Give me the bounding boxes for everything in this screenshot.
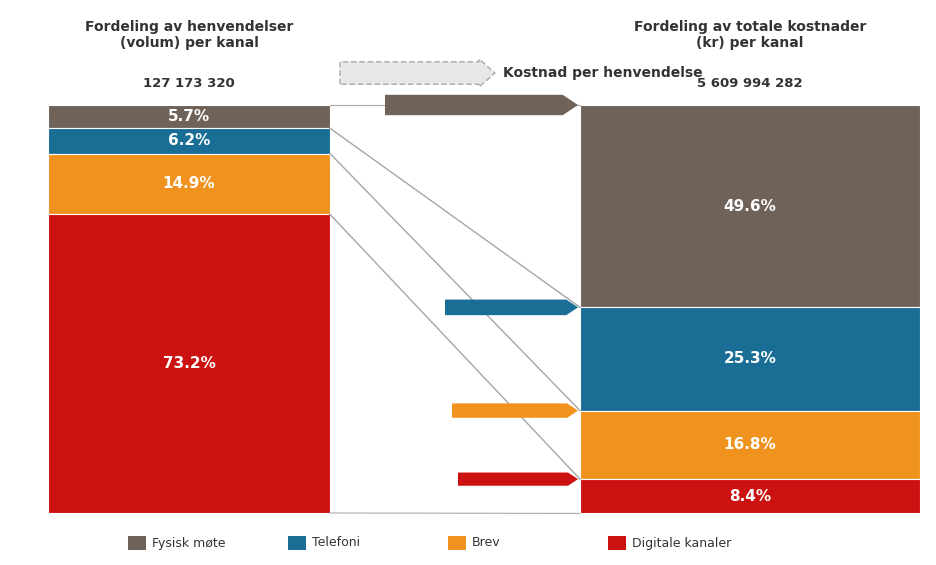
- Text: 0,58 -3,91 kr.: 0,58 -3,91 kr.: [467, 473, 560, 486]
- Bar: [128, 536, 146, 550]
- Text: Kostnad per henvendelse: Kostnad per henvendelse: [503, 66, 703, 80]
- Text: 5.7%: 5.7%: [168, 109, 210, 124]
- Bar: [48, 214, 330, 513]
- Text: 16.8%: 16.8%: [724, 437, 776, 453]
- Text: 25.3%: 25.3%: [724, 351, 777, 367]
- Text: 385 kr.: 385 kr.: [450, 98, 498, 111]
- Text: 14.9%: 14.9%: [163, 176, 215, 192]
- Polygon shape: [385, 95, 578, 115]
- Text: Fordeling av totale kostnader
(kr) per kanal: Fordeling av totale kostnader (kr) per k…: [634, 20, 866, 50]
- Bar: [48, 105, 330, 128]
- Polygon shape: [458, 472, 578, 486]
- Text: Digitale kanaler: Digitale kanaler: [632, 537, 731, 550]
- Text: Fysisk møte: Fysisk møte: [152, 537, 226, 550]
- Text: 5 609 994 282: 5 609 994 282: [697, 77, 803, 90]
- Text: Telefoni: Telefoni: [312, 537, 360, 550]
- Bar: [580, 479, 920, 514]
- Bar: [48, 128, 330, 154]
- Text: 50 kr.: 50 kr.: [490, 404, 529, 417]
- Text: 8.4%: 8.4%: [729, 489, 771, 504]
- Bar: [580, 411, 920, 479]
- Bar: [288, 536, 306, 550]
- Bar: [48, 154, 330, 214]
- Polygon shape: [445, 299, 578, 315]
- Polygon shape: [340, 59, 495, 87]
- Text: 49.6%: 49.6%: [724, 199, 777, 214]
- Polygon shape: [452, 403, 578, 418]
- Text: 70 kr.: 70 kr.: [486, 301, 525, 314]
- Bar: [608, 536, 626, 550]
- Text: 6.2%: 6.2%: [168, 133, 211, 149]
- Bar: [448, 536, 466, 550]
- Text: Brev: Brev: [472, 537, 501, 550]
- Bar: [580, 307, 920, 411]
- Text: 73.2%: 73.2%: [163, 356, 215, 371]
- Text: 127 173 320: 127 173 320: [143, 77, 235, 90]
- Text: Fordeling av henvendelser
(volum) per kanal: Fordeling av henvendelser (volum) per ka…: [85, 20, 293, 50]
- Bar: [580, 105, 920, 307]
